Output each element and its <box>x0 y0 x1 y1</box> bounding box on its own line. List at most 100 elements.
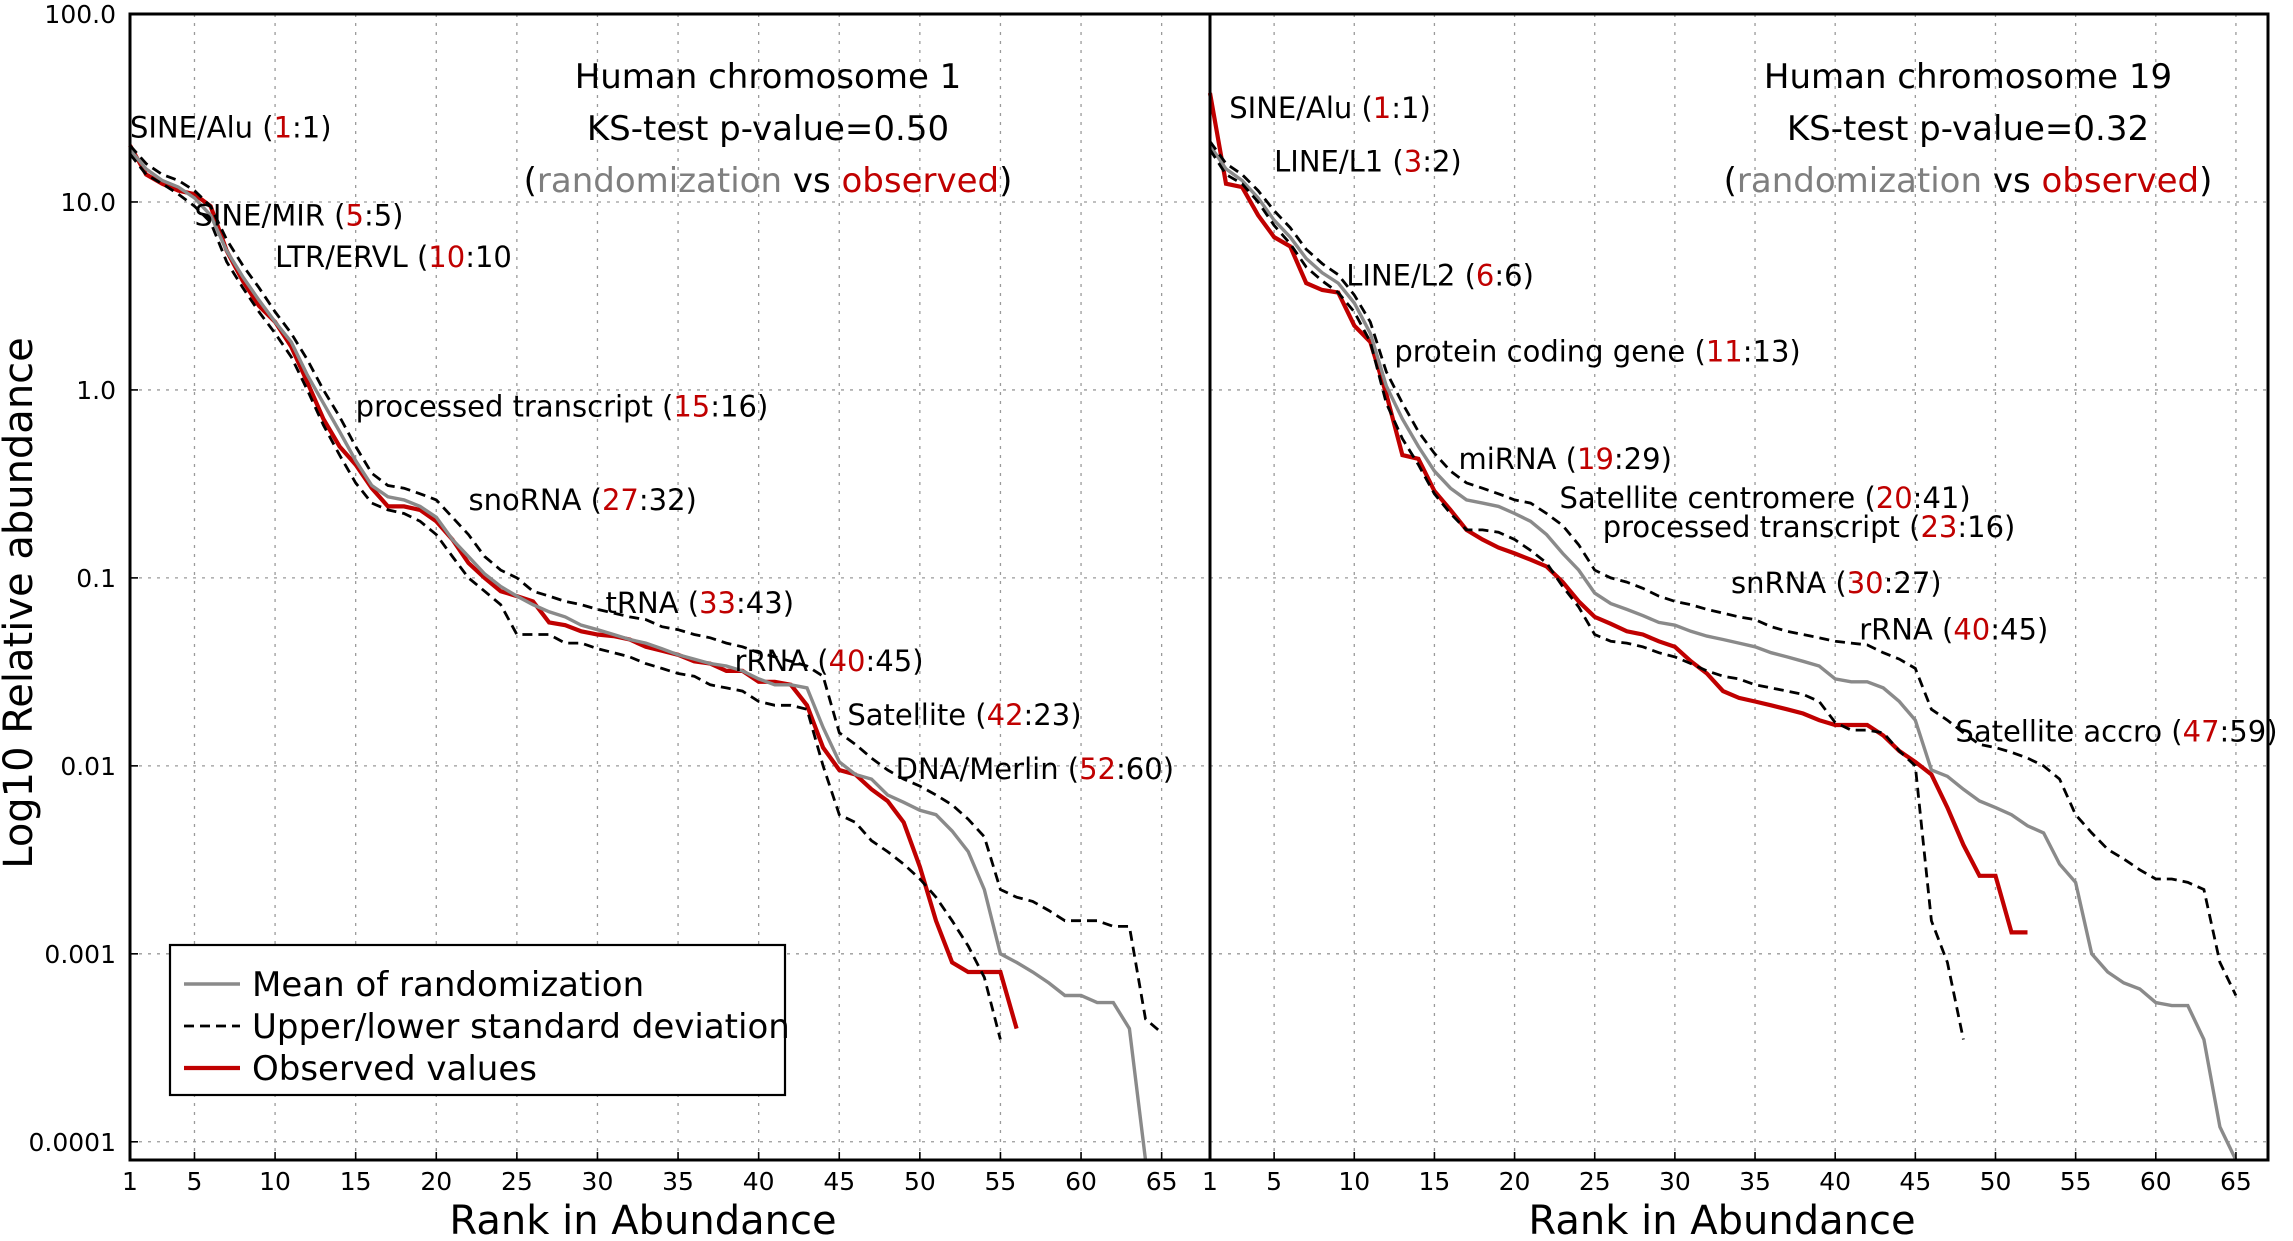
annotation-label: processed transcript (15:16) <box>356 390 769 424</box>
x-tick-label: 55 <box>2060 1167 2092 1196</box>
annotation-segment: 19 <box>1577 442 1614 476</box>
annotation-segment: LINE/L2 ( <box>1346 258 1476 292</box>
x-tick-label: 15 <box>340 1167 372 1196</box>
annotation-segment: 1 <box>1373 91 1391 125</box>
y-tick-label: 10.0 <box>60 188 116 217</box>
annotation-segment: 5 <box>345 198 363 232</box>
y-tick-label: 0.0001 <box>29 1128 116 1157</box>
annotation-segment: Satellite centromere ( <box>1559 481 1875 515</box>
annotation-segment: LINE/L1 ( <box>1274 145 1404 179</box>
annotation-segment: :16) <box>1957 510 2015 544</box>
legend-entry-label: Observed values <box>252 1049 537 1089</box>
chart-title-line: (randomization vs observed) <box>1724 161 2213 201</box>
annotation-label: DNA/Merlin (52:60) <box>896 752 1174 786</box>
annotation-segment: :1) <box>292 111 332 145</box>
series-line-observed <box>128 144 1019 1030</box>
annotation-segment: rRNA ( <box>1859 613 1953 647</box>
annotation-segment: 10 <box>428 240 465 274</box>
y-tick-label: 0.1 <box>76 564 116 593</box>
annotation-segment: SINE/Alu ( <box>1229 91 1373 125</box>
annotation-segment: 15 <box>673 390 710 424</box>
annotation-label: rRNA (40:45) <box>734 644 923 678</box>
x-tick-label: 20 <box>1499 1167 1531 1196</box>
annotation-segment: 3 <box>1404 145 1422 179</box>
annotation-segment: 20 <box>1876 481 1913 515</box>
chart-title-line: KS-test p-value=0.50 <box>587 109 949 149</box>
x-tick-label: 35 <box>1739 1167 1771 1196</box>
annotation-segment: :1) <box>1391 91 1431 125</box>
annotation-label: LINE/L2 (6:6) <box>1346 258 1534 292</box>
annotation-segment: processed transcript ( <box>1603 510 1921 544</box>
annotation-segment: processed transcript ( <box>356 390 674 424</box>
annotation-segment: 30 <box>1847 566 1884 600</box>
chart-title-segment: randomization <box>537 161 782 201</box>
annotation-segment: Satellite accro ( <box>1955 714 2182 748</box>
annotation-segment: :45) <box>1990 613 2048 647</box>
x-tick-label: 25 <box>501 1167 533 1196</box>
x-tick-label: 50 <box>1980 1167 2012 1196</box>
plot-frame <box>1208 12 2270 1162</box>
annotation-label: snoRNA (27:32) <box>469 483 697 517</box>
annotation-segment: DNA/Merlin ( <box>896 752 1079 786</box>
series-line-std <box>1208 140 2238 997</box>
annotation-segment: :43) <box>736 586 794 620</box>
x-tick-label: 40 <box>1819 1167 1851 1196</box>
annotation-segment: :5) <box>364 198 404 232</box>
chart-title-segment: randomization <box>1737 161 1982 201</box>
series-line-std <box>128 144 1163 1034</box>
annotation-segment: :41) <box>1913 481 1971 515</box>
chart-title-segment: Human chromosome 1 <box>575 57 962 97</box>
annotation-label: LTR/ERVL (10:10 <box>275 240 512 274</box>
annotation-label: SINE/Alu (1:1) <box>130 111 332 145</box>
legend-box <box>168 943 787 1097</box>
series-line-std <box>1208 148 1965 1040</box>
annotation-segment: :45) <box>866 644 924 678</box>
x-tick-label: 30 <box>582 1167 614 1196</box>
annotation-segment: 1 <box>274 111 292 145</box>
x-tick-label: 55 <box>985 1167 1017 1196</box>
annotation-segment: :13) <box>1743 334 1801 368</box>
annotation-segment: :60) <box>1116 752 1174 786</box>
annotation-label: Satellite accro (47:59) <box>1955 714 2277 748</box>
chart-title-segment: Human chromosome 19 <box>1764 57 2172 97</box>
y-axis-title: Log10 Relative abundance <box>0 337 42 869</box>
series-line-std <box>128 153 1002 1040</box>
annotation-label: LINE/L1 (3:2) <box>1274 145 1462 179</box>
annotation-segment: miRNA ( <box>1458 442 1577 476</box>
annotation-label: rRNA (40:45) <box>1859 613 2048 647</box>
annotation-segment: protein coding gene ( <box>1394 334 1705 368</box>
chart-title-segment: KS-test p-value=0.50 <box>587 109 949 149</box>
annotation-segment: :6) <box>1494 258 1534 292</box>
y-tick-label: 0.001 <box>44 940 116 969</box>
x-tick-label: 35 <box>662 1167 694 1196</box>
x-tick-label: 25 <box>1579 1167 1611 1196</box>
annotation-label: SINE/MIR (5:5) <box>194 198 403 232</box>
x-tick-label: 1 <box>122 1167 138 1196</box>
x-tick-label: 5 <box>1266 1167 1282 1196</box>
x-tick-label: 10 <box>259 1167 291 1196</box>
annotation-segment: Satellite ( <box>847 698 986 732</box>
legend-entry-label: Upper/lower standard deviation <box>252 1007 790 1047</box>
annotation-segment: 6 <box>1476 258 1494 292</box>
x-tick-label: 60 <box>2140 1167 2172 1196</box>
annotation-label: tRNA (33:43) <box>606 586 795 620</box>
x-tick-label: 5 <box>187 1167 203 1196</box>
x-tick-label: 60 <box>1065 1167 1097 1196</box>
x-axis-title-chromosome-19: Rank in Abundance <box>1528 1198 1915 1241</box>
chart-title-line: Human chromosome 1 <box>575 57 962 97</box>
annotation-segment: :23) <box>1024 698 1082 732</box>
annotation-label: processed transcript (23:16) <box>1603 510 2016 544</box>
x-tick-label: 65 <box>1146 1167 1178 1196</box>
x-tick-label: 1 <box>1202 1167 1218 1196</box>
annotation-segment: rRNA ( <box>734 644 828 678</box>
annotation-label: Satellite (42:23) <box>847 698 1081 732</box>
annotation-segment: :10 <box>465 240 512 274</box>
annotation-segment: 52 <box>1079 752 1116 786</box>
annotation-segment: :29) <box>1614 442 1672 476</box>
annotation-segment: 42 <box>987 698 1024 732</box>
annotation-segment: SINE/Alu ( <box>130 111 274 145</box>
chart-panel-chromosome-1: 1 5 10 15 20 25 30 35 40 45 50 55 60 65100.010.01.00.… <box>29 0 1212 1196</box>
y-tick-label: 100.0 <box>44 0 116 29</box>
